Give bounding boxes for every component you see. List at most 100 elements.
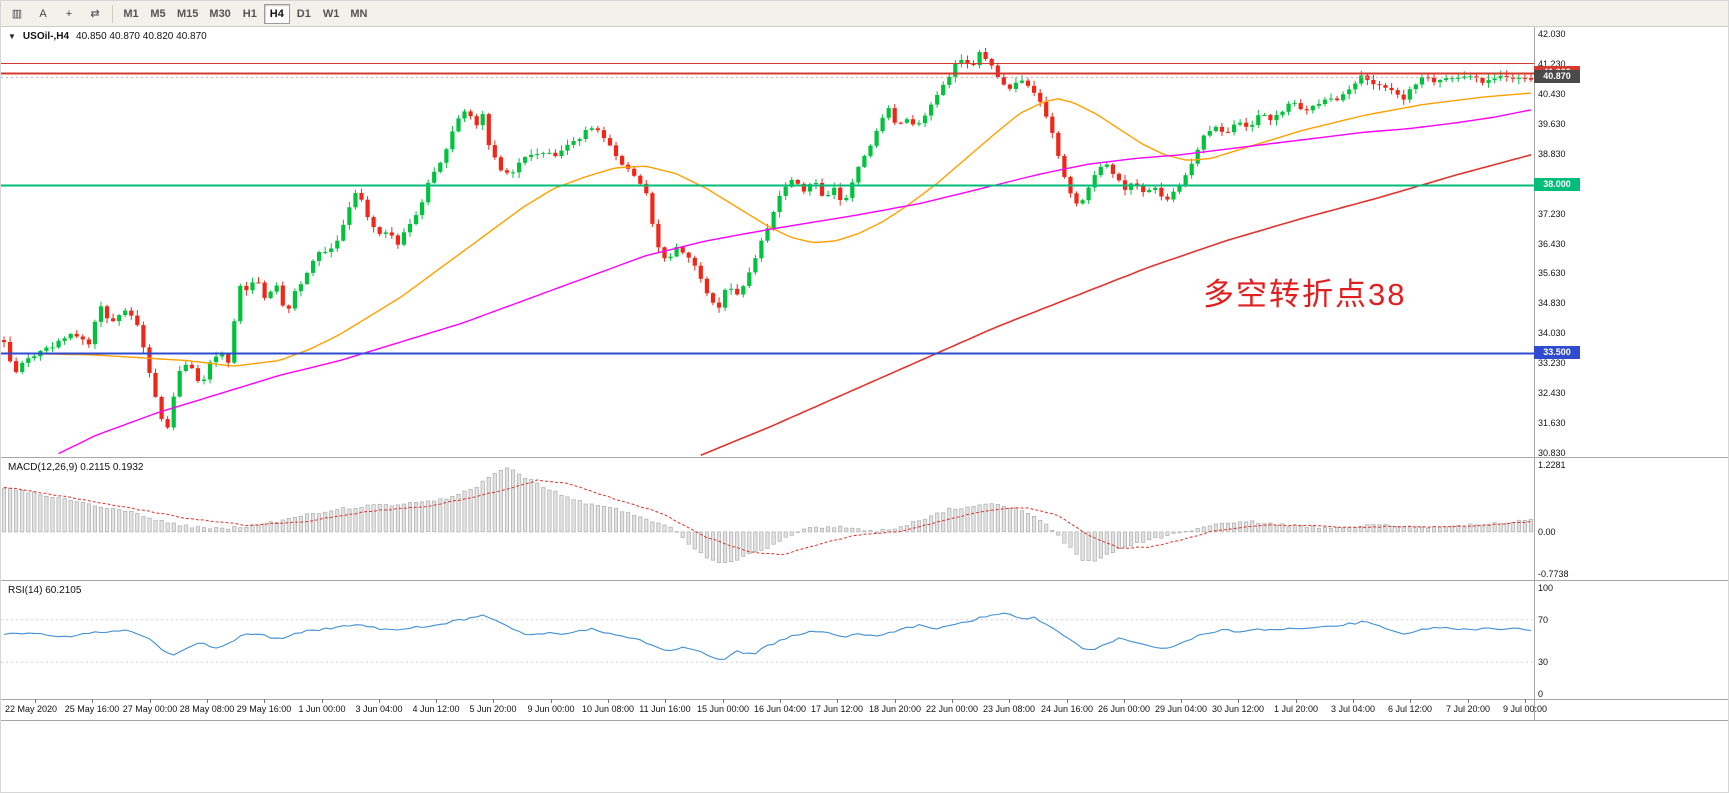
crosshair-icon[interactable]: + (57, 4, 81, 24)
timeframe-button-mn[interactable]: MN (345, 4, 372, 24)
rsi-axis-tick-label: 0 (1538, 689, 1544, 699)
timeframe-button-m5[interactable]: M5 (145, 4, 171, 24)
time-axis-tick (379, 699, 380, 703)
time-axis-label: 10 Jun 08:00 (581, 704, 635, 714)
toolbar-separator (112, 4, 113, 23)
price-axis-tick-label: 30.830 (1538, 448, 1566, 458)
time-axis-label: 23 Jun 08:00 (982, 704, 1036, 714)
price-axis-tick-label: 41.230 (1538, 58, 1566, 69)
panel-divider-rsi-timeaxis (1, 699, 1728, 700)
macd-axis-tick-label: -0.7738 (1538, 569, 1569, 579)
rsi-panel-canvas[interactable] (1, 582, 1534, 699)
time-axis-label: 16 Jun 04:00 (753, 704, 807, 714)
chart-shift-icon[interactable]: ▥ (5, 4, 29, 24)
time-axis-label: 18 Jun 20:00 (868, 704, 922, 714)
time-axis-label: 6 Jul 12:00 (1387, 704, 1433, 714)
time-axis-label: 29 May 16:00 (236, 704, 292, 714)
price-badge-33.500: 33.500 (1534, 346, 1580, 360)
price-axis-tick-label: 39.630 (1538, 118, 1566, 129)
time-axis-tick (1067, 699, 1068, 703)
macd-signal-line (3, 479, 1532, 556)
time-axis-label: 3 Jun 04:00 (355, 704, 403, 714)
bid-price-badge: 40.870 (1534, 70, 1580, 84)
rsi-line (3, 612, 1532, 660)
ma-mid-magenta[interactable] (58, 109, 1532, 455)
time-axis-tick (1181, 699, 1182, 703)
time-axis-tick (1296, 699, 1297, 703)
main-chart-canvas[interactable] (1, 27, 1534, 457)
time-axis-bottom-border (1, 720, 1728, 721)
time-axis-tick (665, 699, 666, 703)
price-axis-tick-label: 32.430 (1538, 388, 1566, 399)
price-axis-tick-label: 40.430 (1538, 88, 1566, 99)
time-axis-tick (952, 699, 953, 703)
timeframe-button-h4[interactable]: H4 (263, 3, 290, 24)
timeframe-button-m30[interactable]: M30 (204, 4, 235, 24)
macd-indicator-label: MACD(12,26,9) 0.2115 0.1932 (8, 462, 144, 473)
time-axis-tick (207, 699, 208, 703)
timeframe-button-w1[interactable]: W1 (318, 4, 345, 24)
rsi-axis-tick-label: 100 (1538, 583, 1554, 593)
chart-title: ▼ USOil-,H4 40.850 40.870 40.820 40.870 (8, 31, 207, 42)
price-axis-tick-label: 31.630 (1538, 418, 1566, 429)
time-axis-tick (837, 699, 838, 703)
time-axis-label: 17 Jun 12:00 (810, 704, 864, 714)
price-axis-tick-label: 35.630 (1538, 268, 1566, 279)
tick-arrows-icon[interactable]: ⇄ (83, 4, 107, 24)
price-axis-tick-label: 34.830 (1538, 298, 1566, 309)
rsi-axis-tick-label: 70 (1538, 614, 1549, 625)
macd-axis-tick-label: 1.2281 (1538, 460, 1566, 470)
time-axis-tick (1238, 699, 1239, 703)
time-axis-label: 15 Jun 00:00 (696, 704, 750, 714)
time-axis-label: 1 Jul 20:00 (1273, 704, 1319, 714)
time-axis-label: 9 Jun 00:00 (527, 704, 575, 714)
time-axis-tick (1124, 699, 1125, 703)
macd-histogram (1, 467, 1534, 563)
annotation-text[interactable]: 多空转折点38 (1203, 277, 1407, 312)
time-axis-label: 11 Jun 16:00 (639, 704, 691, 714)
timeframe-button-m1[interactable]: M1 (118, 4, 144, 24)
timeframe-button-d1[interactable]: D1 (291, 4, 317, 24)
time-axis-label: 25 May 16:00 (64, 704, 120, 714)
panel-divider-main-macd[interactable] (1, 457, 1728, 458)
time-axis-tick (608, 699, 609, 703)
time-axis-label: 24 Jun 16:00 (1040, 704, 1094, 714)
price-axis-divider (1534, 27, 1535, 720)
price-badge-38.000: 38.000 (1534, 177, 1580, 191)
time-axis-tick (1353, 699, 1354, 703)
time-axis-tick (551, 699, 552, 703)
price-axis-tick-label: 36.430 (1538, 238, 1566, 249)
time-axis-tick (493, 699, 494, 703)
time-axis-label: 22 May 2020 (5, 704, 58, 714)
time-axis-tick (264, 699, 265, 703)
ma-fast-orange[interactable] (3, 92, 1532, 367)
cursor-a-icon[interactable]: A (31, 4, 55, 24)
time-axis-tick (723, 699, 724, 703)
time-axis-tick (150, 699, 151, 703)
time-axis-label: 9 Jul 00:00 (1502, 704, 1548, 714)
time-axis-tick (1410, 699, 1411, 703)
time-axis-label: 3 Jul 04:00 (1330, 704, 1376, 714)
price-axis-tick-label: 42.030 (1538, 29, 1566, 39)
rsi-indicator-label: RSI(14) 60.2105 (8, 585, 82, 596)
rsi-axis-tick-label: 30 (1538, 657, 1549, 668)
time-axis-tick (35, 699, 36, 703)
price-axis-tick-label: 34.030 (1538, 328, 1566, 339)
symbol-period-label: USOil-,H4 (22, 31, 70, 42)
time-axis-label: 5 Jun 20:00 (469, 704, 517, 714)
ma-slow-red[interactable] (700, 154, 1532, 456)
time-axis-tick (895, 699, 896, 703)
time-axis-tick (1009, 699, 1010, 703)
macd-panel-canvas[interactable] (1, 459, 1534, 580)
collapse-triangle-icon[interactable]: ▼ (8, 32, 16, 41)
candlesticks (1, 48, 1534, 431)
timeframe-button-h1[interactable]: H1 (237, 4, 263, 24)
time-axis-label: 26 Jun 00:00 (1097, 704, 1151, 714)
timeframe-button-m15[interactable]: M15 (172, 4, 203, 24)
time-axis-label: 28 May 08:00 (179, 704, 235, 714)
time-axis-tick (322, 699, 323, 703)
panel-divider-macd-rsi[interactable] (1, 580, 1728, 581)
price-axis-tick-label: 33.230 (1538, 358, 1566, 369)
toolbar-icon-group: ▥ A + ⇄ (5, 4, 107, 24)
